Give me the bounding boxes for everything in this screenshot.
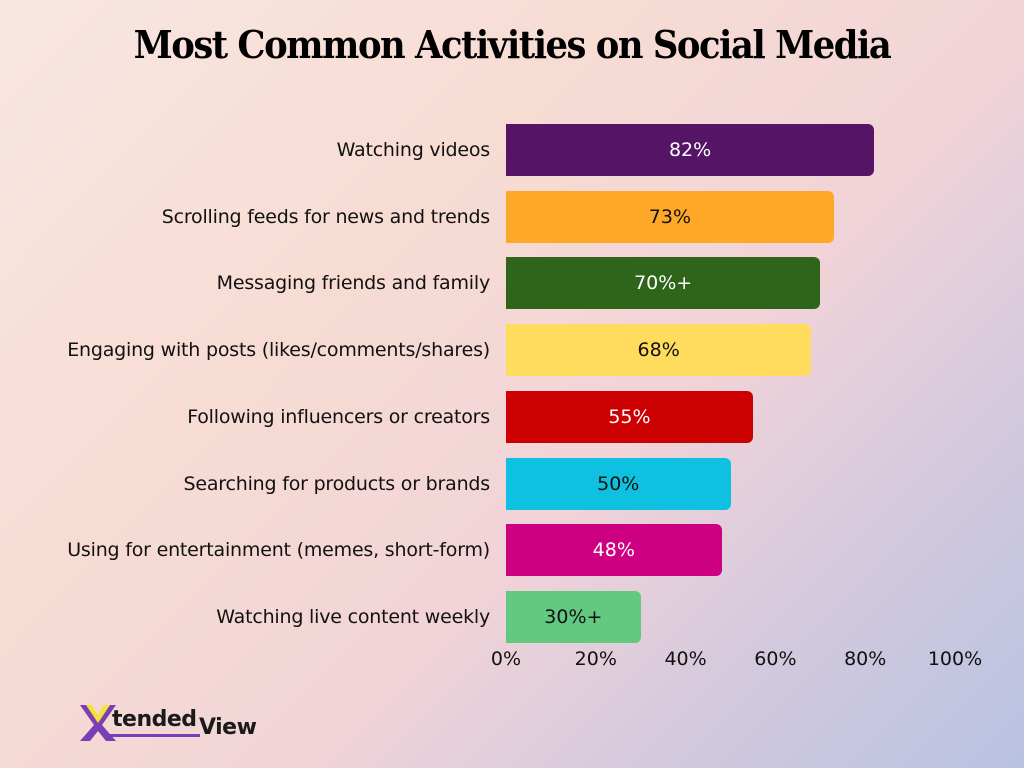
bar: 55% <box>506 390 753 443</box>
bar-value-label: 55% <box>608 405 651 428</box>
logo-text-sub: View <box>199 715 257 740</box>
bar-row: Engaging with posts (likes/comments/shar… <box>0 324 1024 377</box>
category-label: Messaging friends and family <box>216 272 491 295</box>
bar-value-label: 73% <box>648 205 691 228</box>
category-label: Scrolling feeds for news and trends <box>161 205 490 228</box>
bar-row: Watching videos 82% <box>0 124 1024 176</box>
bar: 70%+ <box>506 257 821 310</box>
x-axis: 0% 20% 40% 60% 80% 100% <box>0 648 1024 678</box>
bar-row: Watching live content weekly 30%+ <box>0 590 1024 643</box>
bar-value-label: 50% <box>597 472 640 495</box>
x-tick-label: 0% <box>490 648 522 670</box>
bar: 50% <box>506 457 731 510</box>
bar: 73% <box>506 190 834 243</box>
chart-title: Most Common Activities on Social Media <box>133 22 892 67</box>
bar-value-label: 68% <box>637 339 680 362</box>
bar-row: Using for entertainment (memes, short-fo… <box>0 524 1024 577</box>
bar-value-label: 30%+ <box>544 605 603 628</box>
category-label: Following influencers or creators <box>187 405 490 428</box>
bar: 68% <box>506 324 812 377</box>
logo-underline <box>108 734 200 737</box>
x-tick-label: 40% <box>664 648 707 670</box>
category-label: Watching videos <box>336 139 491 161</box>
category-label: Engaging with posts (likes/comments/shar… <box>67 339 490 362</box>
bar-value-label: 48% <box>592 539 635 562</box>
logo-text-main: tended <box>112 707 197 732</box>
x-tick-label: 20% <box>574 648 617 670</box>
bar: 82% <box>506 124 875 176</box>
bar-row: Searching for products or brands 50% <box>0 457 1024 510</box>
bar-value-label: 70%+ <box>634 272 693 295</box>
category-label: Using for entertainment (memes, short-fo… <box>67 539 490 562</box>
x-tick-label: 100% <box>927 648 983 670</box>
category-label: Watching live content weekly <box>216 605 490 628</box>
bar-value-label: 82% <box>668 139 712 161</box>
bar-row: Scrolling feeds for news and trends 73% <box>0 190 1024 243</box>
bar-row: Following influencers or creators 55% <box>0 390 1024 443</box>
bar-row: Messaging friends and family 70%+ <box>0 257 1024 310</box>
x-logo-mark-icon <box>80 705 116 741</box>
xtendedview-logo: tended View <box>78 703 268 743</box>
x-tick-label: 60% <box>754 648 797 670</box>
x-tick-label: 80% <box>844 648 887 670</box>
category-label: Searching for products or brands <box>183 472 491 495</box>
bar: 48% <box>506 524 722 577</box>
bar: 30%+ <box>506 590 641 643</box>
